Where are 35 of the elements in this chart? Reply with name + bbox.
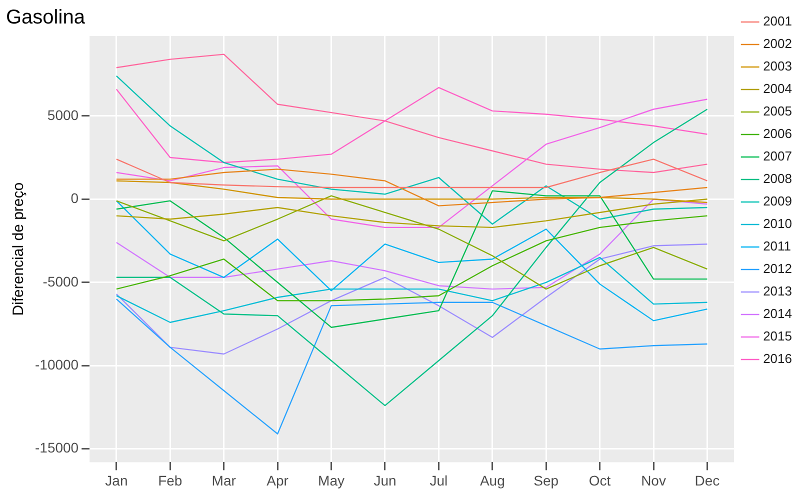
legend-label: 2003: [763, 58, 792, 74]
chart-title: Gasolina: [6, 6, 86, 29]
x-tick-label: Aug: [480, 472, 505, 488]
x-tick-label: Jan: [105, 472, 128, 488]
legend-label: 2015: [763, 328, 792, 344]
legend-label: 2010: [763, 216, 792, 232]
legend-label: 2002: [763, 36, 792, 52]
legend-label: 2011: [763, 238, 792, 254]
legend-label: 2012: [763, 261, 792, 276]
legend-label: 2005: [763, 104, 792, 119]
x-tick-label: Feb: [158, 472, 182, 488]
legend-label: 2016: [763, 351, 792, 366]
x-tick-label: Oct: [588, 472, 611, 488]
y-tick-label: -5000: [42, 273, 79, 290]
legend-label: 2009: [763, 194, 792, 209]
legend-label: 2006: [763, 126, 792, 142]
legend-label: 2004: [763, 81, 792, 96]
legend-label: 2008: [763, 171, 792, 186]
y-tick-label: 5000: [47, 106, 79, 123]
legend-label: 2007: [763, 148, 792, 164]
x-tick-label: Mar: [212, 472, 236, 488]
legend-label: 2013: [763, 284, 792, 299]
x-tick-label: Sep: [534, 472, 559, 488]
y-tick-label: 0: [70, 190, 79, 206]
x-tick-label: Dec: [694, 472, 720, 488]
y-tick-label: -10000: [35, 356, 79, 372]
x-tick-label: May: [318, 472, 344, 488]
x-tick-label: Nov: [641, 472, 666, 488]
y-tick-label: -15000: [35, 440, 79, 456]
x-tick-label: Jun: [374, 472, 396, 488]
legend-label: 2001: [763, 14, 792, 29]
x-tick-label: Apr: [266, 472, 289, 488]
x-tick-label: Jul: [430, 472, 448, 488]
legend-label: 2014: [763, 306, 792, 322]
y-axis-title: Diferencial de preço: [10, 182, 28, 316]
